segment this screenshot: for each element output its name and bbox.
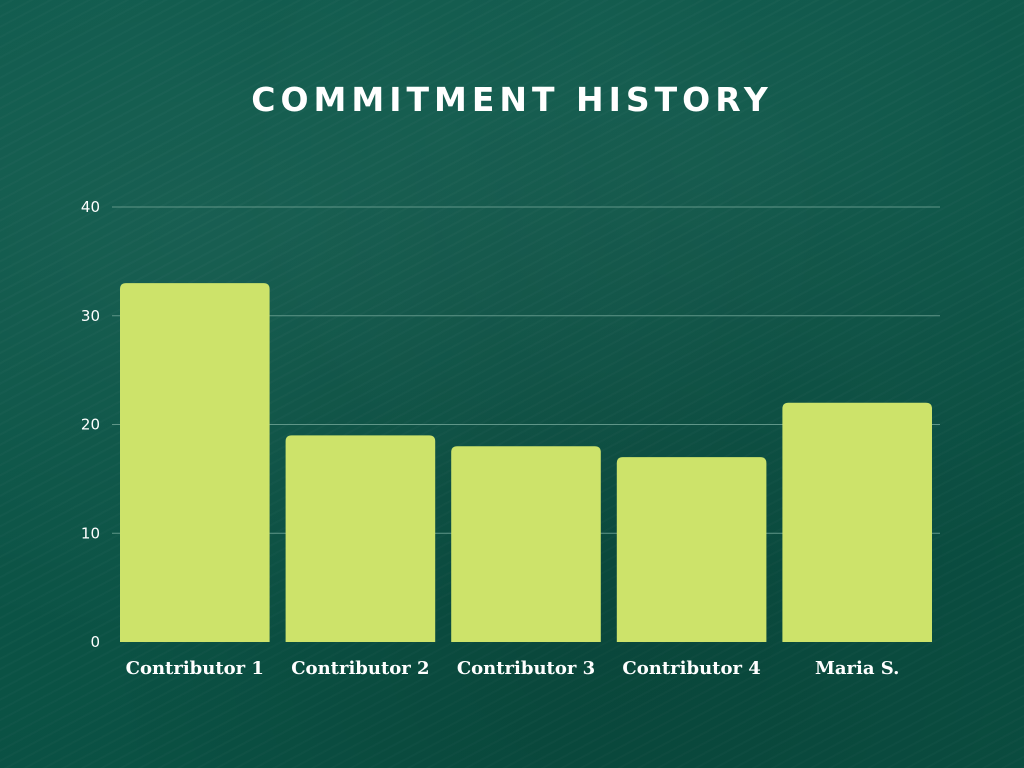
x-category-label: Contributor 3	[457, 658, 595, 679]
bar	[782, 402, 932, 642]
y-tick-label: 20	[81, 416, 100, 434]
y-axis-ticks: 0 10 20 30 40	[81, 198, 100, 651]
bar	[451, 446, 601, 642]
chart-title: COMMITMENT HISTORY	[251, 80, 773, 119]
y-tick-label: 30	[81, 307, 100, 325]
bars	[120, 283, 932, 642]
y-tick-label: 40	[81, 198, 100, 216]
bar	[285, 435, 436, 642]
x-category-label: Contributor 4	[622, 658, 760, 679]
x-axis-labels: Contributor 1 Contributor 2 Contributor 3 C…	[126, 658, 900, 679]
x-category-label: Contributor 2	[291, 658, 429, 679]
x-category-label: Contributor 1	[126, 658, 264, 679]
bar	[120, 283, 270, 642]
x-category-label: Maria S.	[815, 658, 899, 679]
y-tick-label: 0	[90, 633, 100, 651]
bar	[616, 457, 767, 642]
y-tick-label: 10	[81, 524, 100, 542]
